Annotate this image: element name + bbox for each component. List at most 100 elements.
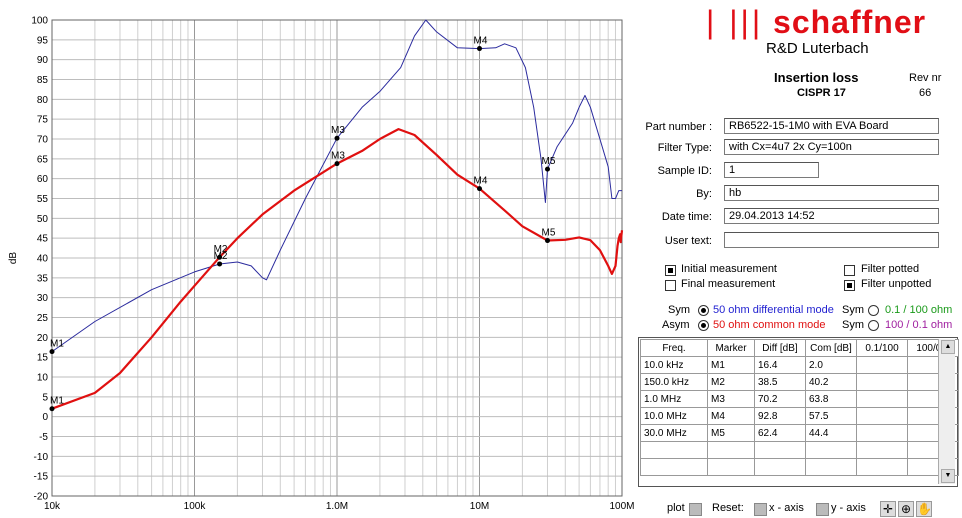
final-measurement-checkbox[interactable] <box>665 280 676 291</box>
table-row[interactable] <box>640 441 959 459</box>
marker-label: M4 <box>474 176 488 187</box>
filter-unpotted-checkbox[interactable] <box>844 280 855 291</box>
date-field[interactable]: 29.04.2013 14:52 <box>724 208 939 224</box>
table-header-cell: Com [dB] <box>805 339 857 357</box>
marker-point <box>334 135 340 141</box>
y-tick-label: 65 <box>37 154 49 165</box>
opt1-radio[interactable] <box>868 305 879 316</box>
scroll-down-icon[interactable]: ▼ <box>941 469 955 483</box>
opt2-label: 100 / 0.1 ohm <box>885 319 953 331</box>
by-field[interactable]: hb <box>724 185 939 201</box>
filter-type-field[interactable]: with Cx=4u7 2x Cy=100n <box>724 139 939 155</box>
scroll-up-icon[interactable]: ▲ <box>941 340 955 354</box>
table-cell <box>640 458 708 476</box>
initial-measurement-checkbox[interactable] <box>665 265 676 276</box>
y-tick-label: -5 <box>39 432 48 443</box>
zoom-icon[interactable]: ⊕ <box>898 501 914 517</box>
sample-id-field[interactable]: 1 <box>724 162 819 178</box>
reset-x-button[interactable] <box>754 503 767 516</box>
y-tick-label: 90 <box>37 55 49 66</box>
marker-label: M4 <box>474 36 488 47</box>
plot-button[interactable] <box>689 503 702 516</box>
y-tick-label: 10 <box>37 373 49 384</box>
marker-label: M3 <box>331 125 345 136</box>
table-cell <box>707 458 755 476</box>
table-cell: 38.5 <box>754 373 806 391</box>
part-number-field[interactable]: RB6522-15-1M0 with EVA Board <box>724 118 939 134</box>
sample-id-label: Sample ID: <box>657 165 712 177</box>
date-label: Date time: <box>661 211 712 223</box>
reset-y-label: y - axis <box>831 502 866 514</box>
final-measurement-label: Final measurement <box>681 278 776 290</box>
table-row[interactable]: 30.0 MHz M5 62.4 44.4 <box>640 424 959 442</box>
common-mode-label: 50 ohm common mode <box>713 319 826 331</box>
table-scrollbar[interactable]: ▲ ▼ <box>938 339 955 484</box>
table-cell: 62.4 <box>754 424 806 442</box>
marker-point <box>334 161 340 167</box>
table-row[interactable] <box>640 458 959 476</box>
marker-label: M1 <box>50 396 64 407</box>
table-cell: 150.0 kHz <box>640 373 708 391</box>
x-tick-label: 100M <box>609 501 634 512</box>
marker-point <box>477 186 482 192</box>
page-subtitle: CISPR 17 <box>797 87 846 99</box>
marker-label: M2 <box>214 251 228 262</box>
x-tick-label: 10k <box>44 501 61 512</box>
marker-point <box>544 238 550 244</box>
marker-point <box>477 46 482 52</box>
y-tick-label: 100 <box>31 16 48 27</box>
opt2-radio[interactable] <box>868 320 879 331</box>
sym-label-3: Sym <box>842 319 864 331</box>
x-tick-label: 10M <box>470 501 489 512</box>
pan-hand-icon[interactable]: ✋ <box>916 501 932 517</box>
part-number-label: Part number : <box>645 121 712 133</box>
table-cell <box>805 441 857 459</box>
reset-x-label: x - axis <box>769 502 804 514</box>
diff-mode-radio[interactable] <box>698 305 709 316</box>
filter-potted-checkbox[interactable] <box>844 265 855 276</box>
x-tick-label: 1.0M <box>326 501 348 512</box>
table-row[interactable]: 10.0 MHz M4 92.8 57.5 <box>640 407 959 425</box>
by-label: By: <box>696 188 712 200</box>
sym-label: Sym <box>668 304 690 316</box>
table-row[interactable]: 10.0 kHz M1 16.4 2.0 <box>640 356 959 374</box>
table-row[interactable]: 1.0 MHz M3 70.2 63.8 <box>640 390 959 408</box>
table-cell: 57.5 <box>805 407 857 425</box>
reset-label: Reset: <box>712 502 744 514</box>
y-tick-label: 40 <box>37 254 49 265</box>
marker-point <box>217 254 223 260</box>
y-tick-label: 5 <box>42 392 48 403</box>
y-tick-label: -15 <box>34 472 49 483</box>
y-tick-label: -20 <box>34 492 49 503</box>
logo-subtitle: R&D Luterbach <box>766 40 869 57</box>
y-tick-label: 50 <box>37 214 49 225</box>
table-cell: 92.8 <box>754 407 806 425</box>
initial-measurement-label: Initial measurement <box>681 263 777 275</box>
common-mode-radio[interactable] <box>698 320 709 331</box>
table-cell <box>856 441 908 459</box>
user-text-field[interactable] <box>724 232 939 248</box>
y-tick-label: 80 <box>37 95 49 106</box>
table-cell: 63.8 <box>805 390 857 408</box>
y-tick-label: 75 <box>37 115 49 126</box>
y-tick-label: 20 <box>37 333 49 344</box>
y-tick-label: -10 <box>34 452 49 463</box>
series-line-common <box>51 128 624 410</box>
table-cell: 10.0 MHz <box>640 407 708 425</box>
table-header-cell: Diff [dB] <box>754 339 806 357</box>
table-row[interactable]: 150.0 kHz M2 38.5 40.2 <box>640 373 959 391</box>
table-cell <box>856 373 908 391</box>
table-cell: M4 <box>707 407 755 425</box>
crosshair-icon[interactable]: ✛ <box>880 501 896 517</box>
table-header-cell: 0.1/100 <box>856 339 908 357</box>
filter-unpotted-label: Filter unpotted <box>861 278 932 290</box>
filter-potted-label: Filter potted <box>861 263 920 275</box>
diff-mode-label: 50 ohm differential mode <box>713 304 834 316</box>
rev-label: Rev nr <box>909 72 942 84</box>
table-cell: 16.4 <box>754 356 806 374</box>
reset-y-button[interactable] <box>816 503 829 516</box>
table-cell: 44.4 <box>805 424 857 442</box>
table-cell: 2.0 <box>805 356 857 374</box>
table-cell <box>754 458 806 476</box>
marker-label: M1 <box>50 339 64 350</box>
